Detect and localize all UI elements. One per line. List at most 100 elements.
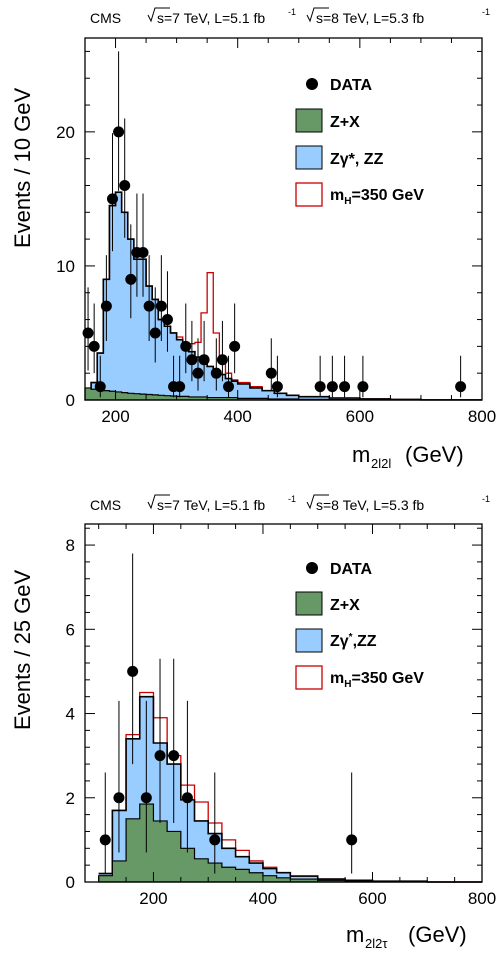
data-point [357,381,369,393]
x-axis-label-bottom: m 2l2τ (GeV) [346,922,467,951]
x-tick-label: 800 [468,889,496,908]
header-7tev: s=7 TeV, L=5.1 fb [157,10,265,26]
x-tick-label: 400 [224,407,252,426]
data-point [209,834,221,846]
data-point [140,792,152,804]
plot-area-top: 200 400 600 800 0 10 20 [56,38,496,426]
x-label-unit: (GeV) [408,922,467,947]
plot-frame-bottom [84,523,483,883]
zz-histogram [98,696,483,882]
legend-zx-swatch [295,108,323,133]
header-8tev-sup: -1 [482,494,490,504]
legend-data-marker [306,78,318,90]
legend-zz-swatch [295,145,323,170]
data-point [186,354,198,366]
legend-signal-label: mH=350 GeV [330,187,424,207]
legend-data-marker [306,562,318,574]
data-point [455,381,467,393]
x-tick-label: 800 [468,407,496,426]
legend-signal-rest: =350 GeV [351,187,424,204]
data-point [216,354,228,366]
legend-data-label: DATA [330,561,373,578]
legend-zz-main: Zγ [330,633,349,650]
x-label-unit: (GeV) [405,442,464,467]
legend-signal-main: m [330,670,344,687]
legend-zz-label: Zγ*,ZZ [330,632,377,650]
legend-bottom: DATA Z+X Zγ*,ZZ mH=350 GeV [295,561,424,690]
chart-bottom: CMS s=7 TeV, L=5.1 fb -1 s=8 TeV, L=5.3 … [10,494,496,951]
data-point [113,792,125,804]
sqrt-symbol [147,494,170,510]
x-tick-label: 200 [101,407,129,426]
data-point [265,367,277,379]
legend-zz-rest: ,ZZ [353,633,377,650]
data-point [119,179,131,191]
data-point [339,381,351,393]
y-tick-label: 6 [66,620,75,639]
chart-top: CMS s=7 TeV, L=5.1 fb -1 s=8 TeV, L=5.3 … [10,7,496,471]
data-point [106,193,118,205]
data-point [229,340,241,352]
legend-signal-main: m [330,187,344,204]
zz-histogram [85,192,482,400]
data-point [314,381,326,393]
data-point [143,300,155,312]
data-point [192,367,204,379]
sqrt-symbol [147,7,170,23]
x-tick-label: 400 [249,889,277,908]
y-tick-label: 0 [66,873,75,892]
legend-signal-swatch [295,182,323,207]
y-tick-label: 2 [66,789,75,808]
legend-zz-swatch [295,628,323,653]
data-point [161,314,173,326]
y-tick-label: 10 [56,257,75,276]
x-tick-label: 600 [358,889,386,908]
data-point [127,665,139,677]
data-point [180,340,192,352]
data-point [271,381,283,393]
data-point [326,381,338,393]
legend-zx-label: Z+X [330,114,360,131]
data-point [82,327,94,339]
data-point [154,750,166,762]
sqrt-symbol [306,7,329,23]
sqrt-symbol [306,494,329,510]
x-label-main: m [352,442,370,467]
data-point [174,381,186,393]
legend-signal-sub: H [344,196,351,207]
data-point [346,834,358,846]
x-label-sub: 2l2τ [365,936,388,951]
header-cms: CMS [90,497,121,513]
x-axis-label-top: m 2l2l (GeV) [352,442,464,471]
data-point [100,300,112,312]
data-point [198,354,210,366]
data-point [210,367,222,379]
legend-top: DATA Z+X Zγ*, ZZ mH=350 GeV [295,77,424,207]
data-point [223,381,235,393]
data-point [125,273,137,285]
legend-zx-swatch [295,591,323,616]
data-point [168,750,180,762]
header-top: CMS s=7 TeV, L=5.1 fb -1 s=8 TeV, L=5.3 … [90,7,490,26]
data-point [88,340,100,352]
legend-signal-rest: =350 GeV [351,670,424,687]
header-cms: CMS [90,10,121,26]
header-8tev: s=8 TeV, L=5.3 fb [316,10,424,26]
y-tick-label: 0 [66,391,75,410]
data-point [99,834,111,846]
zz-outline [98,695,482,883]
x-tick-label: 600 [346,407,374,426]
legend-zz-label: Zγ*, ZZ [330,151,384,168]
legend-zx-label: Z+X [330,597,360,614]
data-point [113,126,125,138]
legend-data-label: DATA [330,77,373,94]
y-tick-label: 4 [66,705,75,724]
data-point [149,327,161,339]
legend-signal-swatch [295,665,323,690]
y-axis-label-top: Events / 10 GeV [10,87,35,248]
header-7tev: s=7 TeV, L=5.1 fb [157,497,265,513]
plot-area-bottom: 200 400 600 800 0 2 4 6 8 [66,524,496,908]
x-label-sub: 2l2l [371,456,391,471]
data-point [155,300,167,312]
